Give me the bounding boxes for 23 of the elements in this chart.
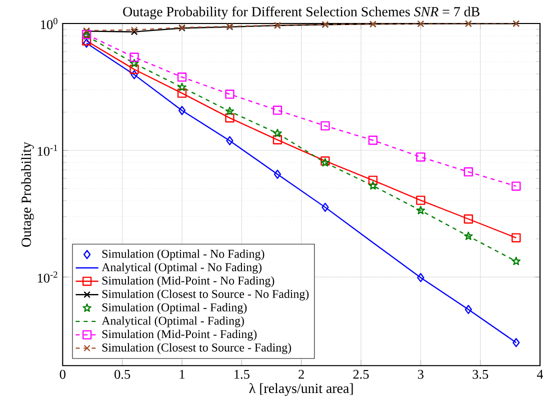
- y-axis-title: Outage Probability: [21, 142, 34, 247]
- legend-label: Simulation (Closest to Source - No Fading): [102, 290, 309, 301]
- legend-label: Simulation (Closest to Source - Fading): [102, 343, 292, 354]
- chart-title: Outage Probability for Different Selection Schemes SNR = 7 dB: [123, 6, 480, 20]
- x-tick-label: 3.5: [472, 370, 488, 379]
- x-tick-label: 1.5: [234, 370, 250, 379]
- y-tick-label: 10$^{-2}$: [38, 272, 58, 283]
- legend-label: Simulation (Optimal - Fading): [102, 303, 247, 314]
- x-tick-label: 3: [418, 370, 424, 379]
- legend-label: Analytical (Optimal - Fading): [102, 316, 244, 328]
- x-tick-label: 0: [60, 370, 66, 379]
- x-tick-label: 2.5: [353, 370, 369, 379]
- y-tick-label: 10$^{-1}$: [38, 144, 58, 156]
- legend-label: Simulation (Mid-Point - No Fading): [102, 276, 274, 288]
- legend-label: Simulation (Mid-Point - Fading): [102, 330, 257, 341]
- legend-label: Analytical (Optimal - No Fading): [102, 262, 262, 274]
- x-axis-title: λ [relays/unit area]: [249, 383, 353, 396]
- x-tick-label: 0.5: [114, 370, 130, 380]
- legend-label: Simulation (Optimal - No Fading): [102, 250, 264, 260]
- y-tick-label: 10$^{0}$: [41, 18, 58, 30]
- x-tick-label: 2: [298, 370, 304, 379]
- x-tick-label: 1: [180, 370, 185, 379]
- x-tick-label: 4: [536, 370, 543, 379]
